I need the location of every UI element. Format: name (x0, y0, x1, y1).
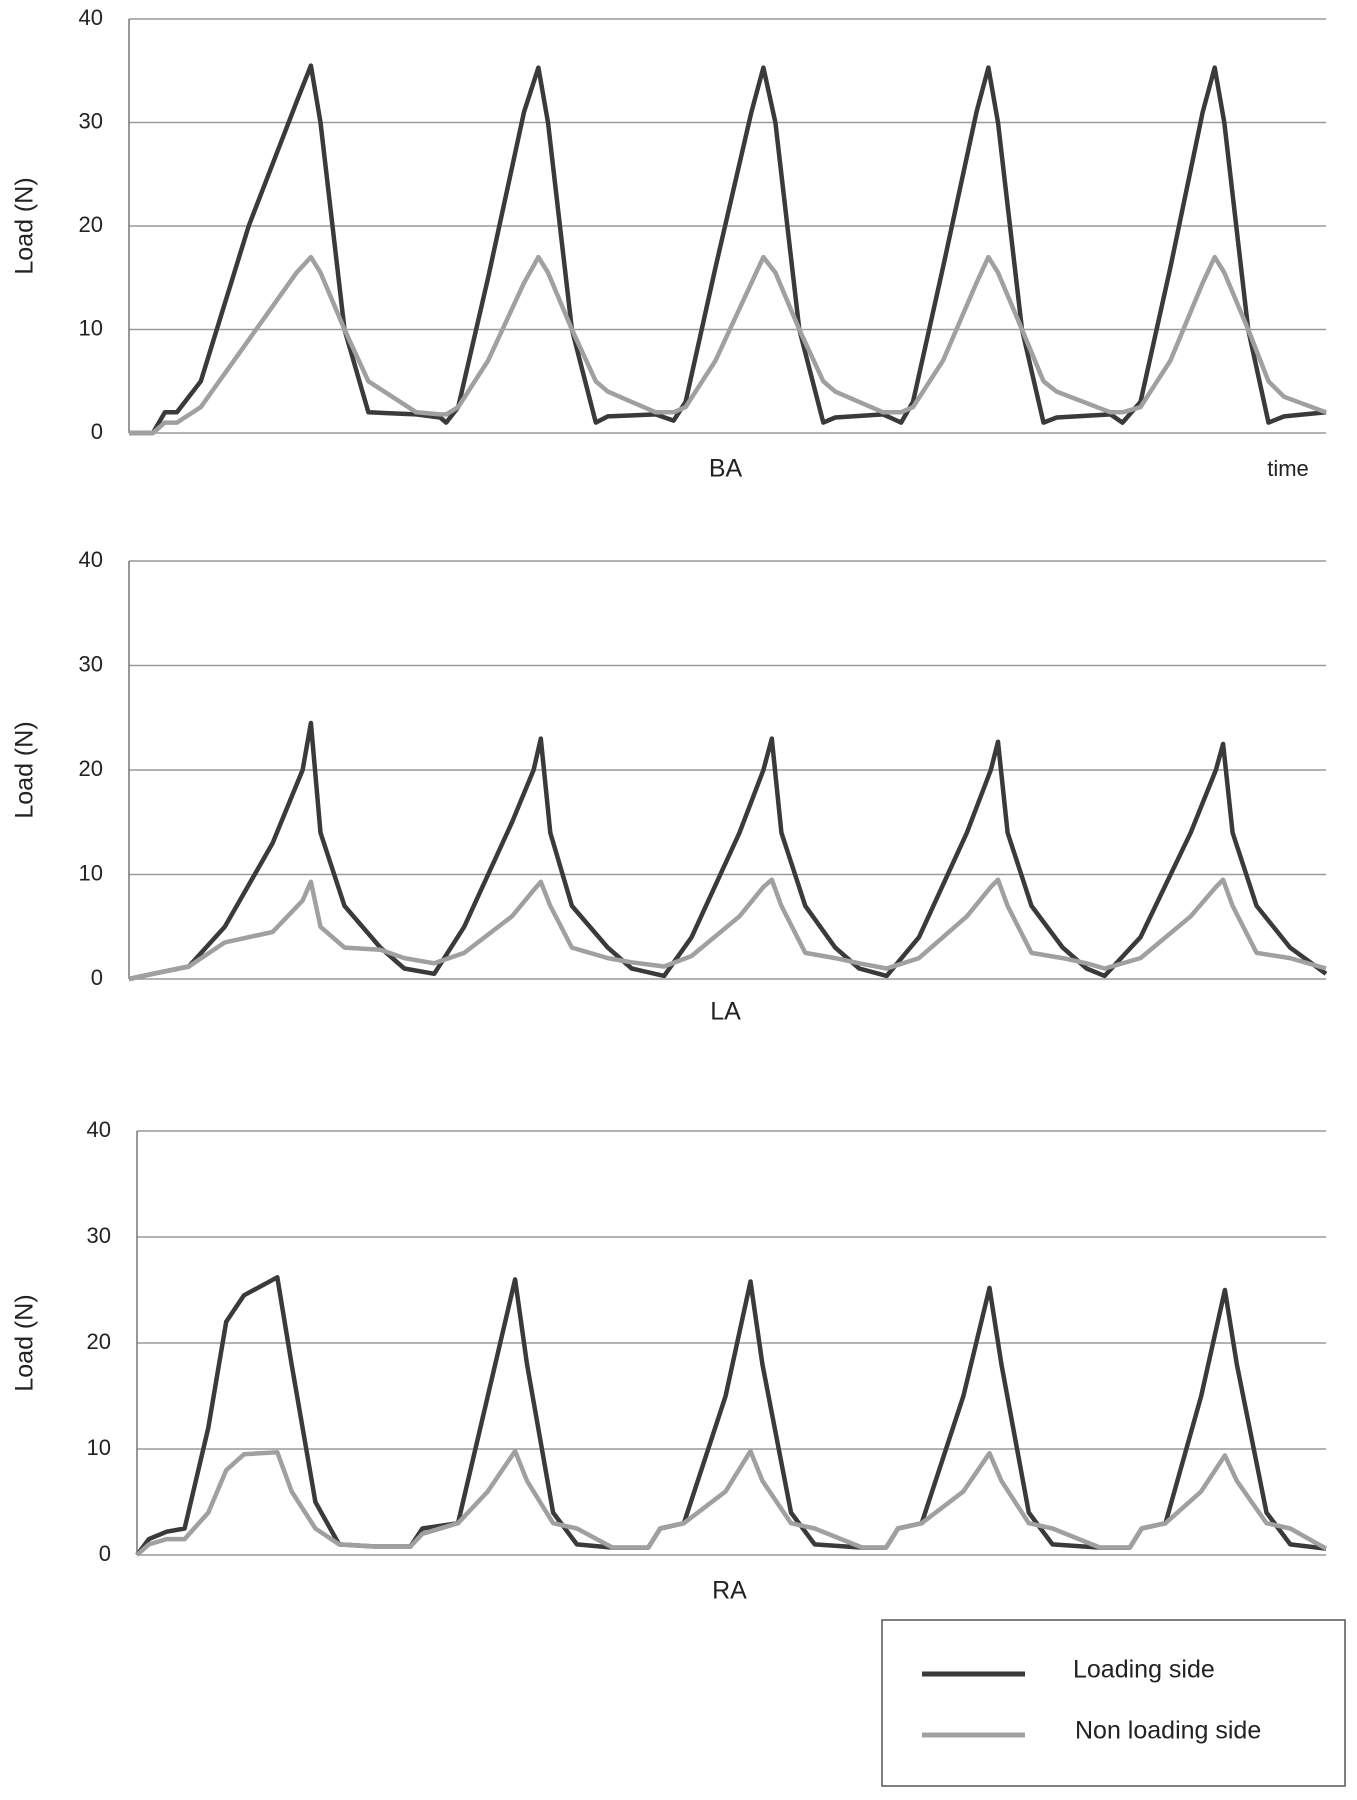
x-axis-label: RA (712, 1577, 747, 1605)
y-tick-label: 30 (79, 651, 103, 676)
series-line (129, 254, 1327, 436)
series-line (135, 1448, 1328, 1557)
series-line (128, 720, 1328, 982)
legend-label: Non loading side (1075, 1717, 1261, 1745)
y-tick-label: 20 (79, 756, 103, 781)
y-tick-label: 0 (91, 419, 103, 444)
y-tick-label: 20 (87, 1329, 111, 1354)
y-tick-label: 40 (79, 547, 103, 572)
y-tick-label: 40 (79, 5, 103, 30)
y-tick-label: 10 (79, 315, 103, 340)
y-tick-label: 20 (79, 212, 103, 237)
y-axis-label: Load (N) (11, 177, 39, 274)
legend-label: Loading side (1073, 1656, 1215, 1684)
x-axis-label: BA (709, 455, 743, 483)
y-tick-label: 0 (91, 965, 103, 990)
y-tick-label: 30 (79, 108, 103, 133)
y-tick-label: 30 (87, 1223, 111, 1248)
series-line (129, 63, 1327, 436)
annotation: time (1267, 456, 1309, 481)
series-line (135, 1275, 1327, 1557)
y-tick-label: 10 (79, 860, 103, 885)
y-tick-label: 0 (99, 1541, 111, 1566)
y-axis-label: Load (N) (11, 1294, 39, 1391)
x-axis-label: LA (710, 998, 741, 1026)
y-tick-label: 40 (87, 1117, 111, 1142)
legend-box (881, 1619, 1346, 1787)
y-axis-label: Load (N) (11, 721, 39, 818)
y-tick-label: 10 (87, 1435, 111, 1460)
series-line (128, 877, 1327, 982)
